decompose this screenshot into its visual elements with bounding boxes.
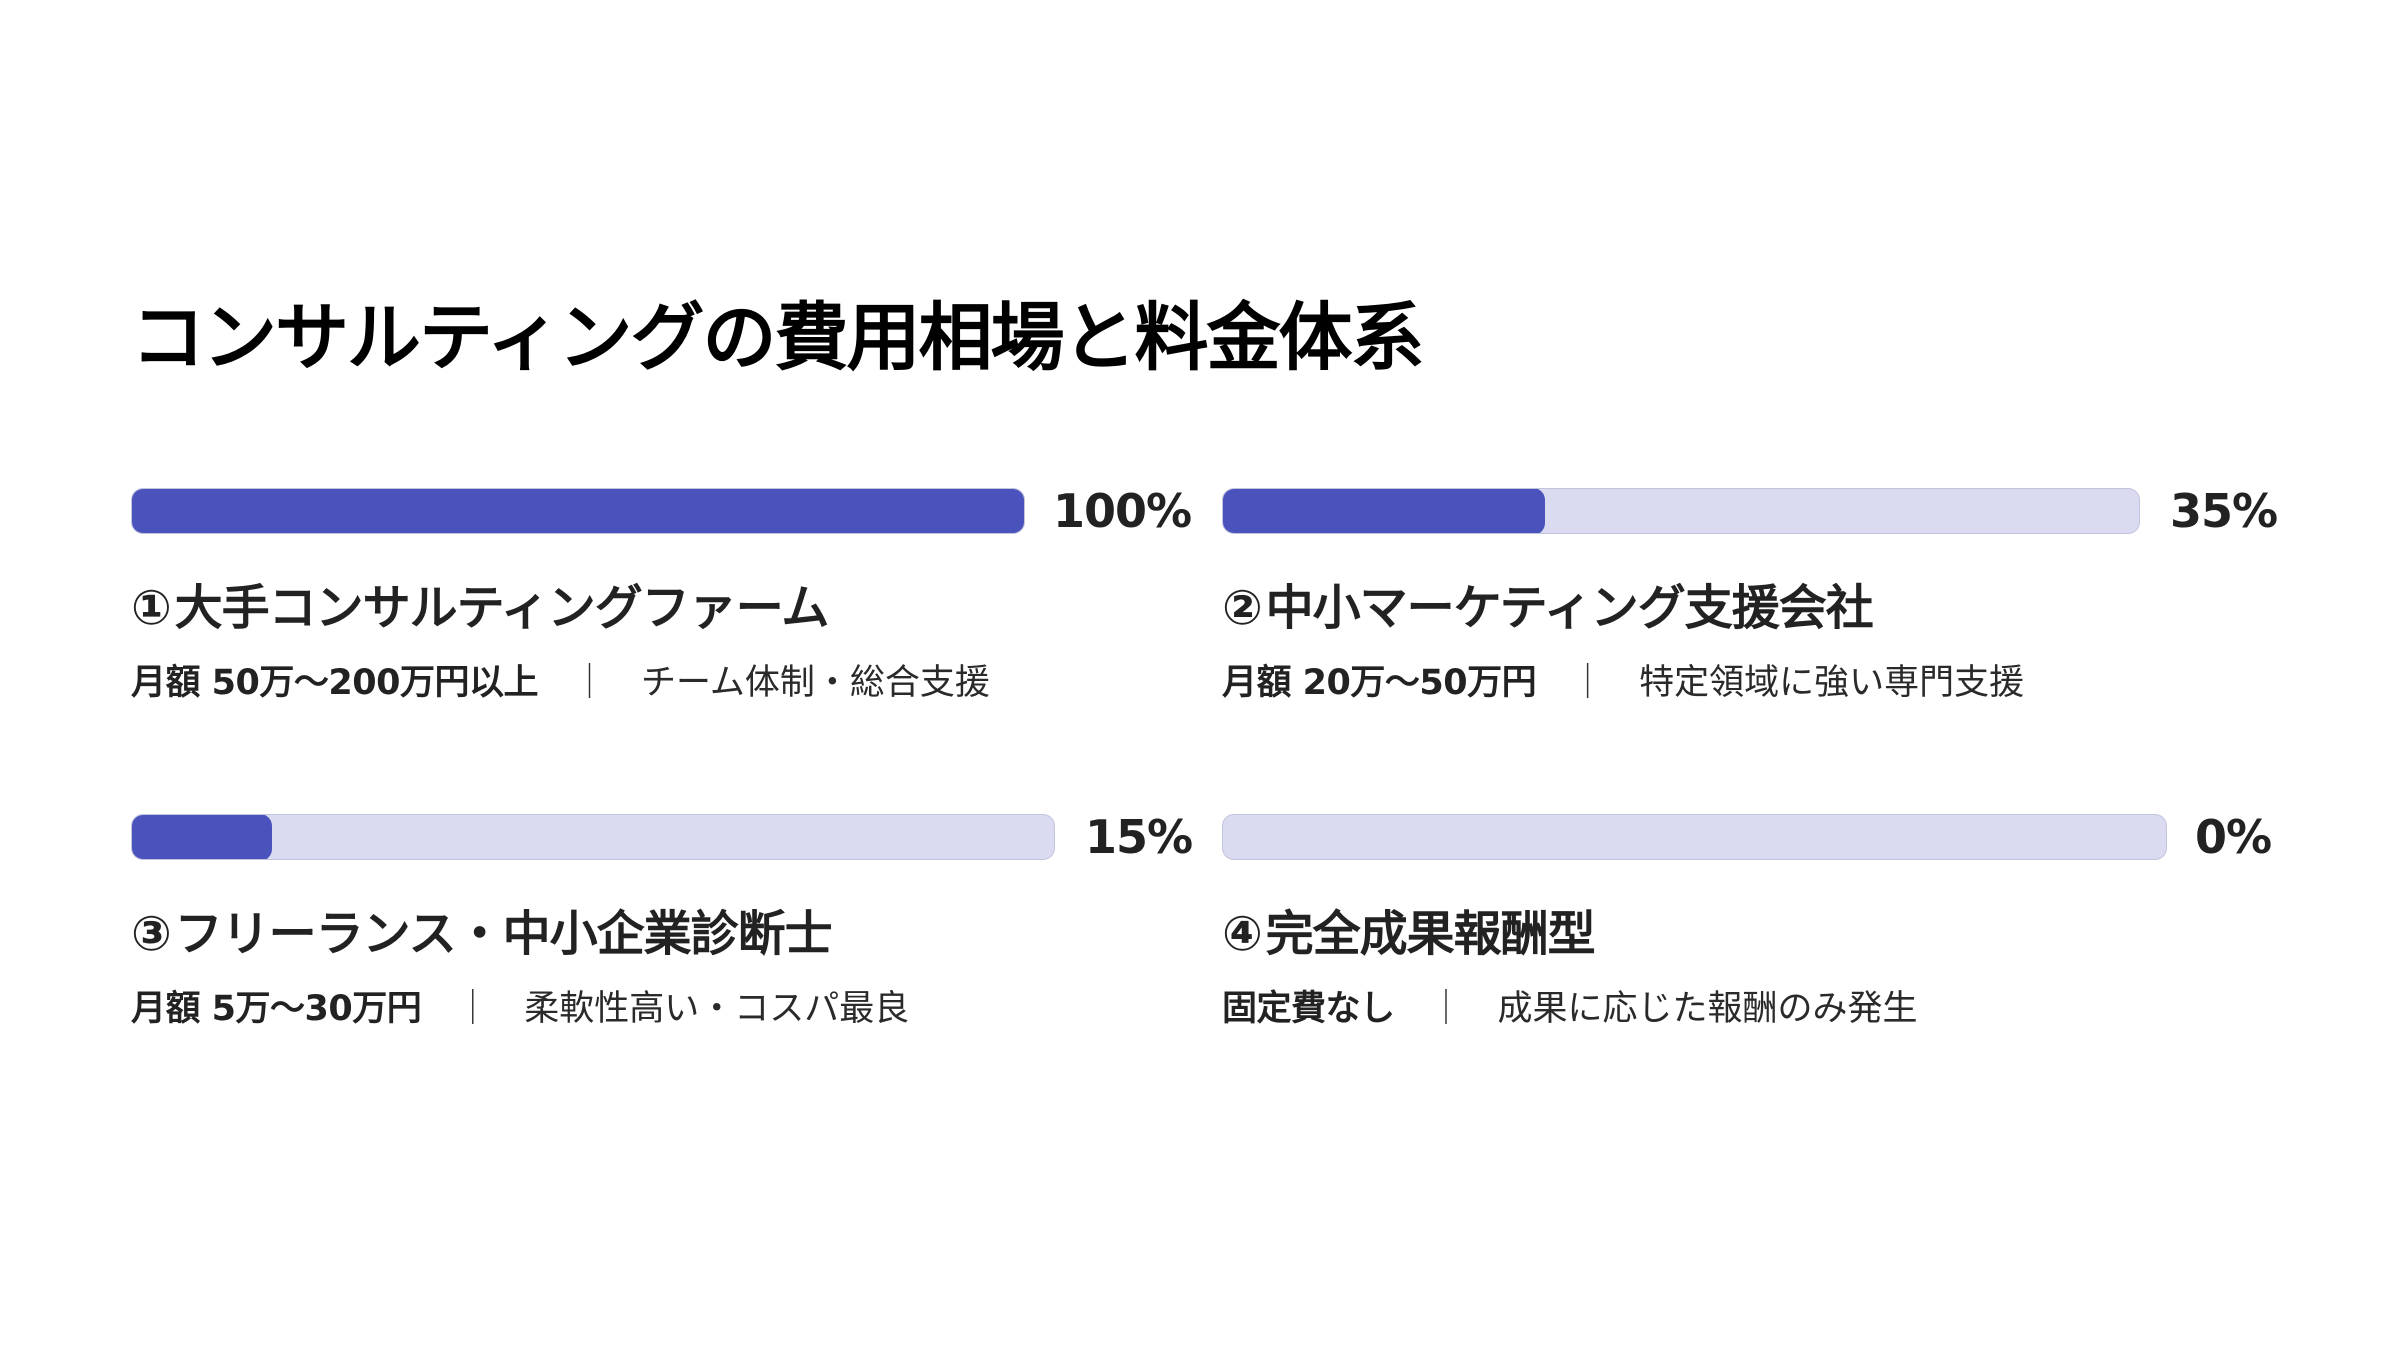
progress-track	[1222, 488, 2140, 534]
item-heading: ①大手コンサルティングファーム	[131, 580, 1171, 638]
separator: ｜	[571, 662, 607, 703]
item-heading: ②中小マーケティング支援会社	[1222, 580, 2262, 638]
percent-label: 35%	[2170, 484, 2278, 538]
progress-track	[1222, 814, 2167, 860]
item-heading: ④完全成果報酬型	[1222, 906, 2262, 964]
item-details: 月額 50万〜200万円以上 ｜ チーム体制・総合支援	[131, 662, 1171, 704]
progress-bar-row: 100%	[131, 488, 1192, 538]
item-name: 中小マーケティング支援会社	[1265, 580, 1874, 636]
progress-fill	[1223, 489, 1546, 533]
circled-number-icon: ④	[1222, 906, 1263, 962]
price-range: 月額 20万〜50万円	[1222, 662, 1537, 703]
percent-label: 15%	[1085, 810, 1193, 864]
item-details: 月額 5万〜30万円 ｜ 柔軟性高い・コスパ最良	[131, 988, 1171, 1030]
item-details: 月額 20万〜50万円 ｜ 特定領域に強い専門支援	[1222, 662, 2262, 704]
progress-bar-row: 0%	[1222, 814, 2272, 864]
item-details: 固定費なし ｜ 成果に応じた報酬のみ発生	[1222, 988, 2262, 1030]
progress-fill	[132, 815, 272, 859]
separator: ｜	[455, 988, 491, 1029]
pricing-item-2: 35% ②中小マーケティング支援会社 月額 20万〜50万円 ｜ 特定領域に強い専門…	[1222, 488, 2278, 704]
progress-fill	[132, 489, 1024, 533]
price-range: 月額 5万〜30万円	[131, 988, 422, 1029]
price-range: 固定費なし	[1222, 988, 1395, 1029]
circled-number-icon: ③	[131, 906, 172, 962]
item-name: フリーランス・中小企業診断士	[174, 906, 833, 962]
item-description: 成果に応じた報酬のみ発生	[1497, 988, 1918, 1029]
progress-track	[131, 814, 1055, 860]
item-description: チーム体制・総合支援	[640, 662, 990, 703]
pricing-item-4: 0% ④完全成果報酬型 固定費なし ｜ 成果に応じた報酬のみ発生	[1222, 814, 2272, 1030]
percent-label: 0%	[2195, 810, 2272, 864]
separator: ｜	[1428, 988, 1464, 1029]
item-name: 完全成果報酬型	[1265, 906, 1596, 962]
item-description: 特定領域に強い専門支援	[1639, 662, 2025, 703]
circled-number-icon: ①	[131, 580, 172, 636]
pricing-item-1: 100% ①大手コンサルティングファーム 月額 50万〜200万円以上 ｜ チーム体…	[131, 488, 1192, 704]
item-description: 柔軟性高い・コスパ最良	[524, 988, 910, 1029]
item-heading: ③フリーランス・中小企業診断士	[131, 906, 1171, 964]
progress-bar-row: 35%	[1222, 488, 2278, 538]
circled-number-icon: ②	[1222, 580, 1263, 636]
separator: ｜	[1570, 662, 1606, 703]
progress-bar-row: 15%	[131, 814, 1193, 864]
percent-label: 100%	[1053, 484, 1192, 538]
price-range: 月額 50万〜200万円以上	[131, 662, 538, 703]
page-title: コンサルティングの費用相場と料金体系	[131, 295, 1425, 381]
progress-track	[131, 488, 1025, 534]
item-name: 大手コンサルティングファーム	[174, 580, 830, 636]
pricing-item-3: 15% ③フリーランス・中小企業診断士 月額 5万〜30万円 ｜ 柔軟性高い・コスパ…	[131, 814, 1193, 1030]
